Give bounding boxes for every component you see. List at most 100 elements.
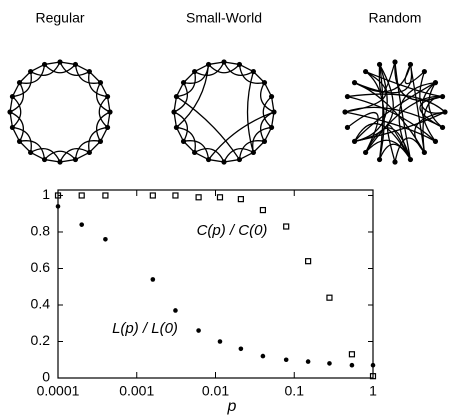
edge	[223, 61, 254, 76]
edge	[74, 64, 101, 84]
node	[407, 156, 414, 163]
node	[7, 109, 13, 115]
node	[261, 138, 268, 144]
y-tick-label: 0.6	[31, 259, 51, 275]
node	[442, 109, 448, 115]
edge	[208, 158, 225, 163]
edge	[262, 96, 272, 128]
edge	[19, 140, 32, 153]
edge	[378, 143, 412, 160]
dot-point	[260, 353, 266, 359]
edge	[394, 137, 425, 163]
edge	[386, 124, 412, 163]
edge	[194, 148, 225, 163]
edge	[173, 111, 188, 142]
edge	[270, 111, 275, 128]
square-point	[369, 373, 377, 380]
dot-point	[79, 222, 85, 227]
edge	[30, 148, 61, 163]
node	[86, 68, 92, 75]
square-point	[54, 192, 62, 199]
edge	[194, 63, 209, 73]
square-point	[149, 192, 156, 199]
edge	[263, 127, 273, 142]
edge	[173, 96, 178, 113]
edge	[238, 140, 265, 160]
edge	[59, 158, 76, 163]
square-point	[283, 223, 290, 230]
node	[205, 61, 212, 68]
node	[173, 93, 180, 100]
node	[205, 156, 212, 163]
dot-point	[283, 357, 289, 363]
edge	[252, 126, 272, 153]
edge	[252, 140, 265, 153]
node	[28, 68, 34, 75]
edge	[208, 64, 240, 74]
node	[107, 109, 113, 115]
square-point	[216, 194, 224, 201]
node	[57, 59, 63, 65]
square-point	[78, 192, 85, 199]
node	[221, 59, 227, 65]
edge	[88, 140, 101, 153]
edge	[239, 63, 254, 73]
edge	[19, 71, 32, 84]
node	[192, 149, 198, 156]
edge	[9, 82, 24, 113]
dot-point	[327, 361, 332, 366]
edge	[223, 148, 254, 163]
y-tick-label: 0	[42, 369, 50, 385]
node	[180, 80, 187, 86]
node	[268, 124, 275, 131]
node	[104, 124, 111, 131]
node	[236, 61, 243, 68]
y-tick-label: 0.4	[31, 296, 51, 312]
node	[351, 138, 358, 144]
node	[97, 138, 104, 144]
edge	[194, 151, 209, 161]
node	[271, 109, 277, 115]
edge	[30, 61, 61, 76]
edge	[347, 93, 446, 113]
edge	[394, 61, 412, 160]
edge	[11, 127, 21, 142]
edge	[183, 140, 196, 153]
edge	[421, 82, 436, 142]
edge	[354, 64, 394, 143]
edge	[12, 126, 32, 153]
edge	[88, 71, 108, 98]
edge	[365, 95, 443, 153]
dot-point	[196, 328, 201, 333]
edge	[378, 64, 384, 160]
node	[439, 124, 446, 131]
annotation: C(p) / C(0)	[197, 222, 268, 239]
node	[363, 68, 369, 75]
node	[236, 156, 243, 163]
node	[351, 80, 358, 86]
edge	[44, 61, 61, 66]
edge	[194, 61, 225, 76]
square-point	[259, 206, 267, 214]
node	[250, 149, 256, 156]
edge	[183, 71, 196, 84]
square-point	[172, 192, 179, 199]
edge	[88, 126, 108, 153]
square-point	[326, 294, 333, 301]
edge	[176, 71, 196, 98]
dot-point	[55, 204, 61, 209]
node	[86, 149, 92, 156]
y-tick-label: 1	[42, 186, 50, 202]
edge	[354, 64, 413, 94]
edge	[106, 96, 111, 113]
edge	[30, 63, 45, 73]
edge	[239, 151, 254, 161]
node	[407, 61, 414, 68]
node	[180, 138, 187, 144]
edge	[365, 71, 385, 160]
edge	[260, 82, 275, 113]
edge	[347, 111, 379, 153]
edge	[11, 82, 21, 97]
dot-point	[238, 346, 244, 352]
